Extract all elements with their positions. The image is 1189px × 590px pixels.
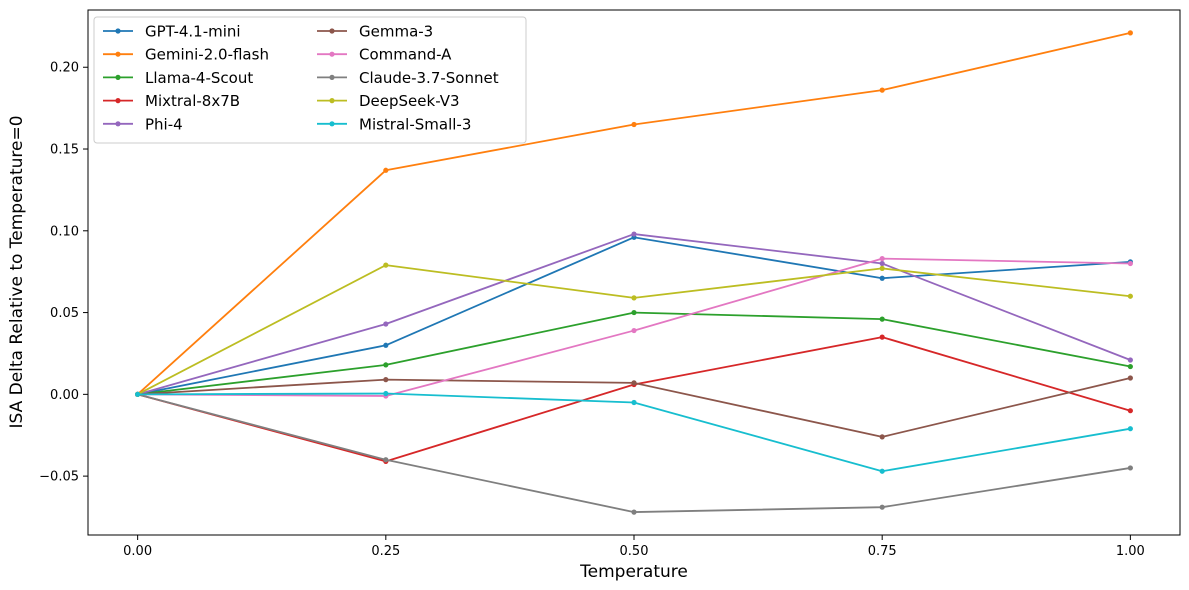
y-axis-title: ISA Delta Relative to Temperature=0 xyxy=(7,115,27,428)
data-point-deepseek-v3 xyxy=(1127,293,1133,299)
data-point-claude-3-7-sonnet xyxy=(1127,465,1133,471)
series-mixtral-8x7b xyxy=(135,334,1133,465)
x-tick-label: 0.75 xyxy=(868,544,897,559)
legend-marker xyxy=(115,74,121,80)
legend-label: Command-A xyxy=(359,46,452,64)
data-point-phi-4 xyxy=(1127,357,1133,363)
data-point-mistral-small-3 xyxy=(1127,426,1133,432)
data-point-llama-4-scout xyxy=(879,316,885,322)
legend-item: Claude-3.7-Sonnet xyxy=(317,69,499,87)
legend-marker xyxy=(329,28,335,34)
data-point-deepseek-v3 xyxy=(879,265,885,272)
legend-marker xyxy=(115,121,121,127)
legend-label: Llama-4-Scout xyxy=(145,69,253,87)
legend-marker xyxy=(329,121,335,127)
data-point-claude-3-7-sonnet xyxy=(383,457,389,463)
data-point-command-a xyxy=(631,327,637,334)
data-point-gemini-2-0-flash xyxy=(1127,30,1133,36)
x-axis: 0.00 0.25 0.50 0.75 1.00 xyxy=(123,535,1145,559)
legend-label: Mistral-Small-3 xyxy=(359,115,471,133)
data-point-phi-4 xyxy=(879,260,885,267)
y-tick-label: 0.00 xyxy=(50,388,79,403)
data-point-gemini-2-0-flash xyxy=(879,87,885,93)
legend-item: Mistral-Small-3 xyxy=(317,115,471,133)
series-gemma-3 xyxy=(135,375,1133,440)
x-tick-label: 1.00 xyxy=(1116,544,1145,559)
legend-item: Gemini-2.0-flash xyxy=(103,46,269,64)
legend-marker xyxy=(329,51,335,57)
data-point-mixtral-8x7b xyxy=(879,334,885,340)
legend-label: Mixtral-8x7B xyxy=(145,92,240,110)
x-tick-label: 0.50 xyxy=(620,544,649,559)
legend-label: GPT-4.1-mini xyxy=(145,23,241,41)
legend-item: GPT-4.1-mini xyxy=(103,23,241,41)
data-point-gpt-4-1-mini xyxy=(383,342,389,348)
legend-marker xyxy=(329,98,335,104)
legend-item: Mixtral-8x7B xyxy=(103,92,240,110)
data-point-llama-4-scout xyxy=(1127,363,1133,370)
data-point-claude-3-7-sonnet xyxy=(631,509,637,515)
data-point-mistral-small-3 xyxy=(135,391,141,397)
data-point-mistral-small-3 xyxy=(631,399,637,406)
series-line-claude-3-7-sonnet xyxy=(137,393,1131,514)
data-point-phi-4 xyxy=(631,231,637,237)
legend-item: Command-A xyxy=(317,46,452,64)
legend-item: DeepSeek-V3 xyxy=(317,92,460,110)
legend-item: Gemma-3 xyxy=(317,23,433,41)
data-point-gemini-2-0-flash xyxy=(631,121,637,128)
legend: GPT-4.1-mini Gemini-2.0-flash Llama-4-Scou… xyxy=(93,16,527,144)
x-axis-title: Temperature xyxy=(579,562,688,582)
y-tick-label: 0.20 xyxy=(50,61,79,76)
data-point-llama-4-scout xyxy=(631,309,637,316)
legend-marker xyxy=(329,74,335,80)
legend-label: Gemma-3 xyxy=(359,23,433,41)
data-point-command-a xyxy=(879,255,885,262)
y-tick-label: 0.15 xyxy=(50,143,79,158)
data-point-mistral-small-3 xyxy=(879,468,885,474)
data-point-mistral-small-3 xyxy=(383,390,389,397)
series-command-a xyxy=(135,255,1133,399)
data-point-gemma-3 xyxy=(1127,375,1133,381)
y-tick-label: −0.05 xyxy=(39,470,79,485)
data-point-deepseek-v3 xyxy=(631,295,637,301)
data-point-mixtral-8x7b xyxy=(1127,408,1133,414)
legend-label: Gemini-2.0-flash xyxy=(145,46,269,64)
legend-item: Phi-4 xyxy=(103,115,183,133)
y-tick-label: 0.10 xyxy=(50,224,79,239)
data-point-command-a xyxy=(1127,260,1133,267)
data-point-claude-3-7-sonnet xyxy=(879,504,885,510)
series-line-mistral-small-3 xyxy=(137,392,1131,473)
legend-label: Phi-4 xyxy=(145,115,183,133)
series-claude-3-7-sonnet xyxy=(135,391,1133,515)
data-point-gpt-4-1-mini xyxy=(879,275,885,281)
data-point-gemma-3 xyxy=(631,380,637,386)
data-point-llama-4-scout xyxy=(383,362,389,368)
series-layer xyxy=(135,30,1133,515)
data-point-phi-4 xyxy=(383,321,389,327)
series-mistral-small-3 xyxy=(135,390,1133,474)
legend-marker xyxy=(115,28,121,34)
y-axis: −0.05 0.00 0.05 0.10 0.15 0.20 xyxy=(39,61,88,485)
data-point-gemma-3 xyxy=(383,377,389,383)
x-tick-label: 0.25 xyxy=(371,544,400,559)
series-gpt-4-1-mini xyxy=(135,234,1133,397)
series-line-mixtral-8x7b xyxy=(137,336,1131,463)
data-point-deepseek-v3 xyxy=(383,262,389,268)
legend-label: Claude-3.7-Sonnet xyxy=(359,69,499,87)
legend-label: DeepSeek-V3 xyxy=(359,92,460,110)
data-point-gemini-2-0-flash xyxy=(383,167,389,173)
data-point-gemma-3 xyxy=(879,434,885,440)
legend-marker xyxy=(115,51,121,57)
legend-box xyxy=(93,16,527,144)
y-tick-label: 0.05 xyxy=(50,306,79,321)
legend-marker xyxy=(115,98,121,104)
x-tick-label: 0.00 xyxy=(123,544,152,559)
legend-item: Llama-4-Scout xyxy=(103,69,253,87)
